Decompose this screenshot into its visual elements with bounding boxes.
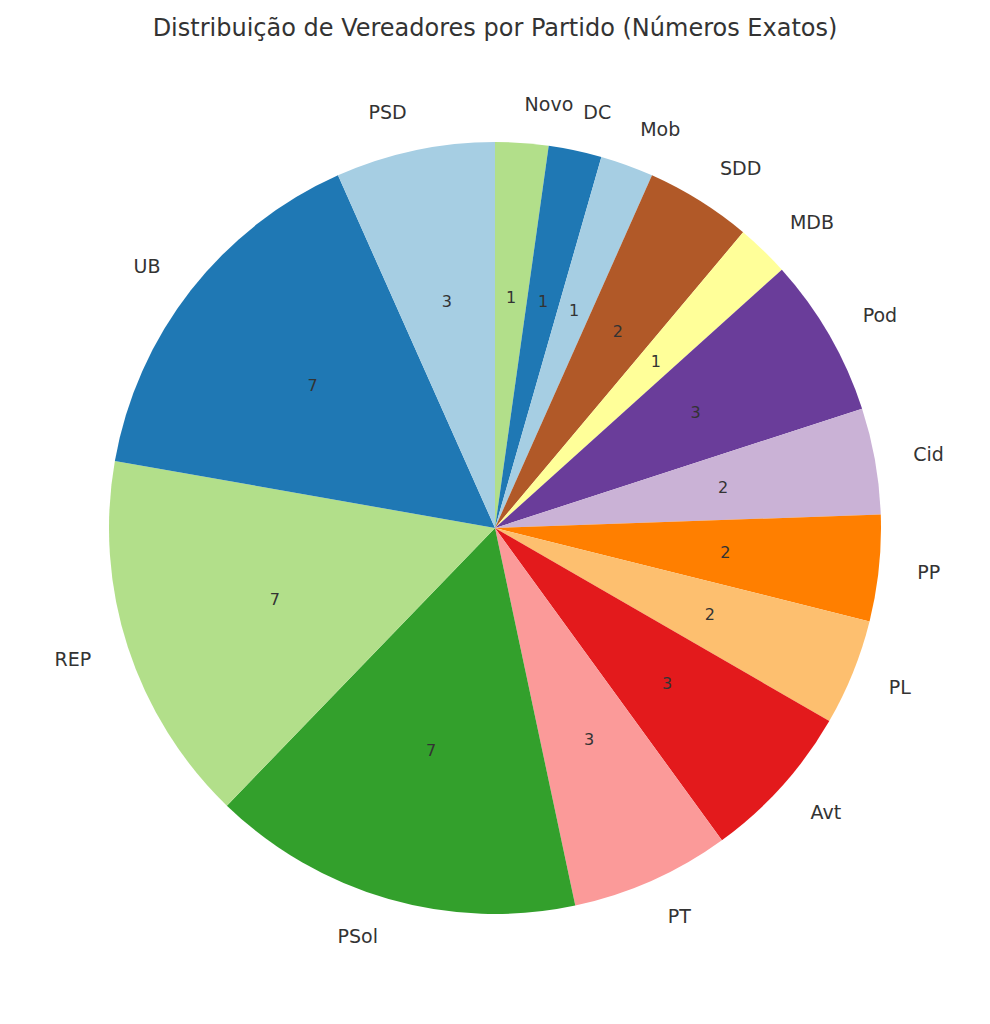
- data-label: 7: [270, 590, 280, 609]
- category-label: Novo: [525, 93, 574, 115]
- data-label: 2: [718, 478, 728, 497]
- data-label: 3: [584, 730, 594, 749]
- category-label: DC: [583, 101, 611, 123]
- data-label: 3: [690, 403, 700, 422]
- category-label: Avt: [811, 801, 842, 823]
- pie: [109, 142, 881, 914]
- data-label: 1: [538, 292, 548, 311]
- category-label: MDB: [790, 211, 834, 233]
- category-label: Mob: [640, 118, 680, 140]
- data-label: 1: [506, 288, 516, 307]
- slice: [495, 409, 881, 528]
- data-label: 3: [442, 292, 452, 311]
- category-label: PL: [889, 676, 911, 698]
- data-label: 7: [307, 376, 317, 395]
- data-label: 2: [720, 543, 730, 562]
- title: Distribuição de Vereadores por Partido (…: [153, 14, 838, 42]
- category-label: PT: [668, 905, 691, 927]
- category-label: UB: [133, 255, 160, 277]
- data-label: 7: [426, 741, 436, 760]
- data-label: 1: [651, 352, 661, 371]
- labels: Novo 1 DC 1 Mob 1 SDD 2 MDB 1 Pod 3 Cid 2 PP 2 PL 2 Avt 3 PT…: [55, 93, 944, 947]
- data-label: 3: [662, 674, 672, 693]
- category-label: Pod: [863, 304, 897, 326]
- category-label: PP: [917, 561, 940, 583]
- category-label: REP: [55, 648, 92, 670]
- category-label: Cid: [913, 443, 944, 465]
- category-label: PSD: [369, 101, 407, 123]
- category-label: PSol: [338, 925, 378, 947]
- slice: [338, 142, 495, 528]
- data-label: 2: [705, 605, 715, 624]
- data-label: 1: [569, 301, 579, 320]
- category-label: SDD: [720, 157, 761, 179]
- chart: Distribuição de Vereadores por Partido (…: [0, 0, 990, 1024]
- data-label: 2: [613, 322, 623, 341]
